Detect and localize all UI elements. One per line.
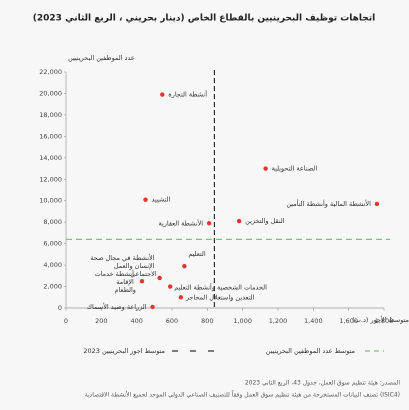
y-tick-label: 2,000 — [43, 283, 62, 291]
legend-label: متوسط عدد الموظفين البحرينيين — [266, 347, 355, 355]
x-tick-label: 0 — [64, 317, 68, 325]
point-label: الأنشطة في مجال صحة الإنسان والعمل الاجت… — [90, 253, 157, 278]
data-point — [150, 304, 155, 310]
data-point — [168, 284, 173, 289]
chart-title: اتجاهات توظيف البحرينيين بالقطاع الخاص (… — [33, 14, 375, 24]
x-tick-label: 400 — [130, 317, 142, 325]
point-label: التعليم — [188, 250, 206, 258]
x-tick-label: 1,200 — [269, 317, 288, 325]
y-tick-label: 4,000 — [43, 261, 62, 269]
point-label: الخدمات الشخصية وأنشطة التعليم — [174, 283, 267, 292]
point-label: الزراعة وصيد الأسماك — [87, 302, 147, 311]
y-tick-label: 22,000 — [39, 68, 62, 76]
data-point — [160, 92, 165, 97]
point-label: النقل والتخزين — [245, 217, 285, 225]
point-label: أنشطة خدمات الإقامة والطعام — [95, 269, 136, 294]
y-tick-label: 14,000 — [39, 154, 62, 162]
legend-label: متوسط اجور البحرينيين 2023 — [83, 347, 165, 355]
x-tick-label: 1,800 — [375, 317, 394, 325]
y-axis-label: عدد الموظفين البحرينيين — [68, 54, 135, 62]
y-tick-label: 20,000 — [39, 89, 62, 97]
data-point — [182, 263, 187, 269]
data-point — [374, 201, 380, 207]
source-note: المصدر: هيئة تنظيم سوق العمل، جدول 43، ا… — [245, 380, 401, 387]
point-label: الأنشطة المالية وأنشطة التأمين — [286, 199, 371, 208]
y-tick-label: 6,000 — [43, 240, 62, 248]
x-axis-label: متوسط الأجور (د.ب) — [352, 315, 409, 324]
x-tick-label: 1,600 — [339, 317, 358, 325]
data-point — [206, 221, 212, 226]
y-tick-label: 16,000 — [39, 132, 62, 140]
point-label: الصناعة التحويلية — [272, 165, 318, 173]
y-tick-label: 18,000 — [39, 111, 62, 119]
data-point — [139, 278, 145, 284]
data-point — [236, 218, 242, 224]
point-label: التشييد — [152, 196, 171, 204]
x-tick-label: 200 — [95, 317, 107, 325]
y-tick-label: 8,000 — [43, 218, 62, 226]
footnote: تصنف البيانات المستخرجة من هيئة تنظيم سو… — [85, 390, 400, 398]
y-tick-label: 0 — [58, 304, 62, 312]
point-label: الأنشطة العقارية — [158, 218, 203, 227]
data-point — [143, 197, 148, 202]
x-tick-label: 1,400 — [304, 317, 323, 325]
data-point — [178, 295, 184, 300]
y-tick-label: 10,000 — [39, 197, 62, 205]
point-label: أنشطة التجارة — [168, 90, 207, 99]
data-point — [263, 166, 268, 171]
x-tick-label: 1,000 — [233, 317, 252, 325]
data-point — [157, 275, 162, 281]
y-tick-label: 12,000 — [39, 175, 62, 183]
x-tick-label: 600 — [166, 317, 178, 325]
x-tick-label: 800 — [201, 317, 213, 325]
point-label: التعدين واستغلال المحاجر — [185, 293, 255, 301]
